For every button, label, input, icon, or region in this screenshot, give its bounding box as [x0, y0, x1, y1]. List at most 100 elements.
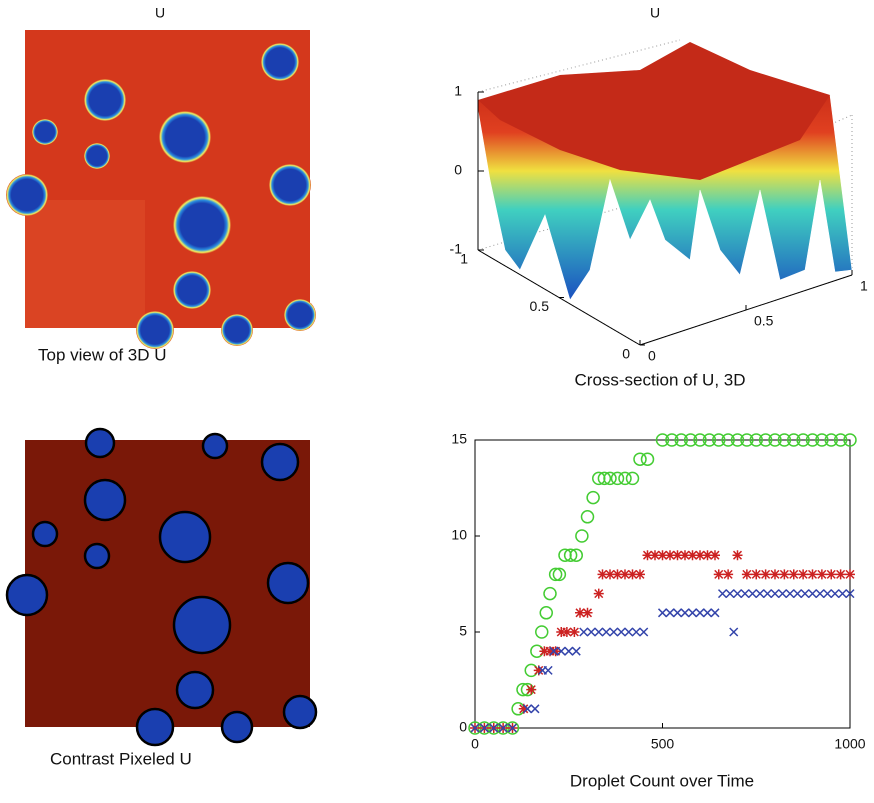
marker — [552, 567, 567, 582]
marker — [843, 433, 857, 447]
marker — [792, 589, 803, 599]
x-tick-label: 1000 — [834, 736, 865, 752]
marker — [770, 589, 780, 599]
marker — [758, 433, 773, 447]
marker — [548, 567, 563, 582]
marker — [723, 569, 734, 580]
marker — [672, 608, 683, 618]
marker — [822, 589, 833, 599]
marker — [642, 550, 653, 561]
marker — [732, 550, 743, 561]
panel-title: U — [650, 5, 660, 21]
marker — [732, 589, 743, 599]
marker — [777, 433, 792, 447]
marker — [563, 548, 578, 562]
marker — [605, 569, 615, 580]
marker — [725, 589, 735, 599]
marker — [747, 589, 758, 599]
marker — [561, 627, 572, 637]
marker — [779, 569, 790, 580]
y-tick-label: 0.5 — [530, 298, 550, 314]
marker — [787, 433, 801, 447]
marker — [693, 433, 707, 447]
x-tick-label: 0.5 — [754, 313, 774, 329]
caption: Droplet Count over Time — [570, 771, 754, 790]
marker — [550, 646, 561, 657]
marker — [594, 627, 604, 637]
marker — [535, 625, 549, 639]
marker — [680, 608, 690, 618]
z-tick-label: -1 — [450, 241, 463, 257]
marker — [586, 490, 600, 505]
marker — [760, 569, 771, 580]
marker — [830, 589, 840, 599]
marker — [695, 608, 705, 618]
marker — [518, 703, 529, 714]
marker — [798, 569, 809, 580]
marker — [610, 471, 625, 486]
marker — [650, 550, 660, 561]
marker — [845, 589, 855, 599]
marker — [687, 608, 698, 618]
marker — [805, 433, 820, 447]
marker — [665, 550, 675, 561]
marker — [785, 589, 795, 599]
marker — [618, 471, 632, 486]
marker — [807, 569, 818, 580]
marker — [631, 627, 641, 637]
marker — [556, 627, 567, 637]
marker — [751, 569, 762, 580]
y-tick-label: 0 — [622, 346, 630, 362]
marker — [657, 608, 668, 618]
marker — [597, 471, 612, 486]
marker — [545, 646, 555, 657]
marker — [845, 569, 855, 580]
marker — [543, 586, 557, 601]
marker — [522, 704, 533, 714]
marker — [815, 589, 825, 599]
marker — [601, 627, 611, 637]
y-tick-label: 0 — [459, 719, 467, 735]
y-tick-label: 5 — [459, 623, 467, 639]
marker — [702, 608, 713, 618]
marker — [539, 646, 550, 657]
surface — [477, 41, 853, 301]
x-tick-label: 1 — [860, 278, 868, 294]
marker — [710, 550, 720, 561]
marker — [620, 569, 630, 580]
marker — [657, 550, 668, 561]
marker — [575, 529, 589, 543]
marker — [835, 569, 846, 580]
scatter-plot: 0 5 10 15 0 500 1000 — [451, 431, 865, 752]
y-tick-label: 15 — [451, 431, 467, 447]
marker — [730, 433, 745, 447]
marker — [603, 471, 617, 486]
marker — [665, 433, 679, 447]
marker — [575, 607, 585, 618]
marker — [569, 548, 583, 562]
surface-ticks: -1 0 1 0 0.5 1 0 0.5 1 — [450, 83, 868, 364]
marker — [796, 433, 810, 447]
marker — [633, 452, 647, 466]
marker — [569, 627, 580, 637]
marker — [749, 433, 763, 447]
marker — [672, 550, 683, 561]
marker — [593, 588, 604, 599]
x-tick-label: 500 — [651, 736, 675, 752]
marker — [564, 646, 574, 656]
marker — [721, 433, 735, 447]
marker — [770, 569, 780, 580]
marker — [837, 589, 848, 599]
marker — [824, 433, 838, 447]
marker — [470, 723, 480, 733]
marker — [815, 433, 829, 447]
caption: Contrast Pixeled U — [50, 749, 192, 768]
marker — [625, 471, 640, 486]
marker — [741, 569, 752, 580]
marker — [788, 569, 799, 580]
marker — [640, 452, 655, 466]
marker — [687, 550, 698, 561]
marker — [800, 589, 810, 599]
